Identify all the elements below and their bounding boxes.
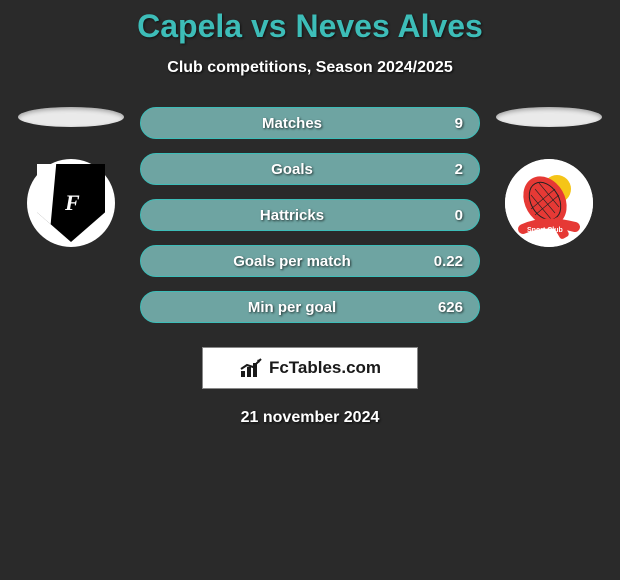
page-title: Capela vs Neves Alves: [0, 8, 620, 45]
stat-row-goals-per-match: Goals per match 0.22: [140, 245, 480, 277]
stat-label: Hattricks: [157, 207, 427, 224]
chart-icon: [239, 357, 265, 379]
shield-icon: F: [37, 164, 105, 242]
stat-row-matches: Matches 9: [140, 107, 480, 139]
left-player-ellipse: [18, 107, 124, 127]
stat-row-hattricks: Hattricks 0: [140, 199, 480, 231]
left-team-crest: F: [27, 159, 115, 247]
racket-icon: Sport Club: [505, 159, 593, 247]
svg-text:F: F: [64, 190, 80, 215]
right-player-col: Sport Club: [494, 107, 604, 247]
stat-row-goals: Goals 2: [140, 153, 480, 185]
brand-box[interactable]: FcTables.com: [202, 347, 418, 389]
left-player-col: F: [16, 107, 126, 247]
brand-text: FcTables.com: [269, 358, 381, 378]
stat-value: 2: [427, 161, 463, 178]
svg-text:Sport Club: Sport Club: [527, 227, 563, 234]
right-team-crest: Sport Club: [505, 159, 593, 247]
stat-label: Goals per match: [157, 253, 427, 270]
stat-value: 0.22: [427, 253, 463, 270]
stat-label: Min per goal: [157, 299, 427, 316]
comparison-row: F Matches 9 Goals 2 Hattricks 0 Goals pe…: [0, 107, 620, 323]
right-player-ellipse: [496, 107, 602, 127]
date-text: 21 november 2024: [0, 409, 620, 427]
stat-label: Goals: [157, 161, 427, 178]
stat-row-min-per-goal: Min per goal 626: [140, 291, 480, 323]
stat-value: 9: [427, 115, 463, 132]
subtitle: Club competitions, Season 2024/2025: [0, 59, 620, 77]
stat-value: 626: [427, 299, 463, 316]
stat-value: 0: [427, 207, 463, 224]
stat-label: Matches: [157, 115, 427, 132]
stats-column: Matches 9 Goals 2 Hattricks 0 Goals per …: [140, 107, 480, 323]
